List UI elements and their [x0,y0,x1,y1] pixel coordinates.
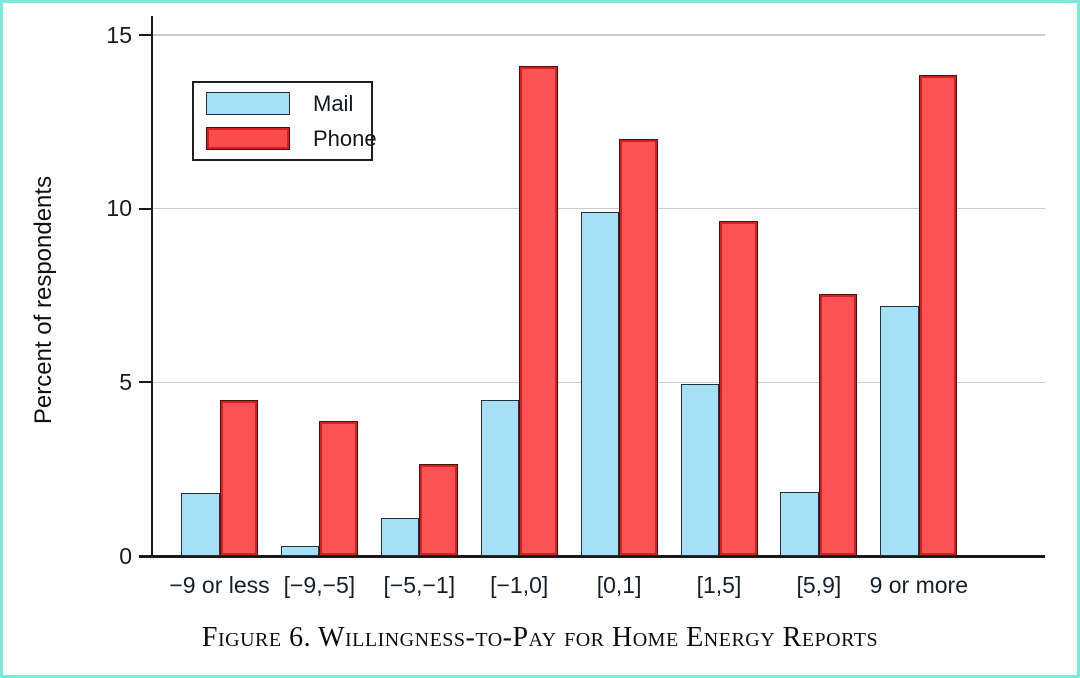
y-axis-title-text: Percent of respondents [30,175,57,425]
bar-phone-3 [519,66,558,556]
grid-line-10 [153,207,1045,210]
mail-swatch-icon [206,92,290,115]
legend-item-phone: Phone [206,126,377,152]
bar-mail-2 [380,517,420,556]
x-tick-label-4: [0,1] [596,572,642,598]
bar-phone-7 [918,74,958,556]
bar-mail-1 [280,545,320,556]
bar-mail-0 [181,493,220,556]
legend-label-mail: Mail [313,90,354,116]
legend-label-phone: Phone [313,125,377,151]
legend: Mail Phone [192,81,377,161]
y-tick-label-5: 5 [119,368,132,395]
x-tick-label-2: [−5,−1] [383,572,456,598]
bar-mail-4 [580,212,620,556]
bar-phone-5 [719,220,758,556]
legend-item-mail: Mail [206,91,359,117]
y-tick-label-0: 0 [119,542,132,569]
y-axis-line [151,16,153,557]
bar-phone-0 [219,399,258,556]
x-tick-label-3: [−1,0] [490,572,549,598]
bar-phone-6 [818,293,858,556]
y-tick-label-15: 15 [106,21,132,48]
x-axis-line [139,555,1045,558]
figure-caption: Figure 6. Willingness-to-Pay for Home En… [201,622,879,653]
x-tick-label-6: [5,9] [796,572,842,598]
bar-mail-3 [480,399,520,556]
bar-mail-5 [680,384,719,556]
bar-phone-1 [319,420,358,556]
bar-mail-7 [880,305,919,556]
bar-mail-6 [780,491,819,556]
x-tick-label-7: 9 or more [869,572,969,598]
y-tick-5 [139,381,152,384]
y-tick-label-10: 10 [106,195,132,222]
x-tick-label-1: [−9,−5] [283,572,356,598]
bar-phone-2 [419,463,458,556]
y-tick-10 [139,207,152,210]
phone-swatch-icon [206,127,290,150]
bar-phone-4 [619,139,658,556]
grid-line-15 [153,34,1045,36]
x-tick-label-0: −9 or less [169,572,270,598]
y-tick-15 [139,34,152,36]
x-tick-label-5: [1,5] [696,572,742,598]
